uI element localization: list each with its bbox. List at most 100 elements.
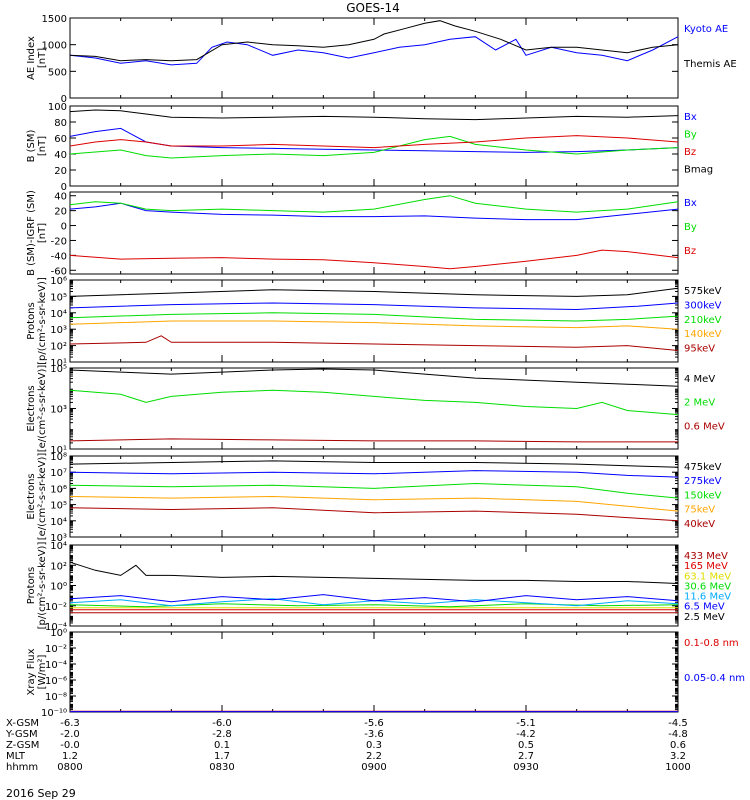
y-axis-label-line: B (SM)-IGRF (SM) <box>26 190 37 276</box>
ephemeris-value: -6.3 <box>60 718 80 729</box>
panel-6: 10³10⁴10⁵10⁶10⁷10⁸Electrons[e/(cm²-s-sr-… <box>26 452 722 544</box>
legend-entry: 0.05-0.4 nm <box>684 673 745 684</box>
y-tick-label: 1500 <box>42 14 67 25</box>
legend-entry: 575keV <box>684 286 722 297</box>
series-line-275kev <box>69 470 679 478</box>
legend-entry: By <box>684 222 697 233</box>
y-tick-label: 10⁴ <box>50 309 67 320</box>
series-line-2-mev <box>69 389 679 416</box>
y-tick-label: 10⁻² <box>45 644 67 655</box>
y-axis-label-line: B (SM) <box>26 129 37 162</box>
panel-7: 10⁻⁴10⁻²10⁰10²10⁴Protons[p/(cm²-s-sr-keV… <box>26 541 731 633</box>
ephemeris-value: 0.5 <box>518 740 534 751</box>
y-axis-label: B (SM)[nT] <box>26 129 48 162</box>
panel-3: -60 -40 -20 0 20 40 B (SM)-IGRF (SM)[nT] Bx By Bz <box>26 190 697 277</box>
panel-frame <box>69 367 679 450</box>
y-axis-label-line: [nT] <box>37 223 48 243</box>
ephemeris-row-label: X-GSM <box>6 718 39 729</box>
legend-entry: 300keV <box>684 300 722 311</box>
ephemeris-value: -2.8 <box>212 729 232 740</box>
legend-entry: Bz <box>684 246 696 257</box>
y-axis-label-line: [e/(cm²-s-sr-keV)] <box>37 453 48 541</box>
ephemeris-value: 0.6 <box>670 740 686 751</box>
ephemeris-value: 0800 <box>57 762 82 773</box>
y-tick-label: 20 <box>54 166 67 177</box>
y-axis-label-line: Protons <box>26 567 37 604</box>
legend-entry: 165 MeV <box>684 561 728 572</box>
legend-entry: 0.1-0.8 nm <box>684 638 739 649</box>
ephemeris-row-label: Y-GSM <box>5 729 38 740</box>
y-axis-label: Protons[p/(cm²-s-sr-keV)] <box>26 277 48 365</box>
legend-entry: 95keV <box>684 344 715 355</box>
y-axis-label-line: Electrons <box>26 473 37 519</box>
y-tick-label: 10³ <box>50 533 67 544</box>
y-axis-label: Protons[p/(cm²-s-sr-keV)] <box>26 542 48 630</box>
ephemeris-value: 0.1 <box>214 740 230 751</box>
series-line-140kev <box>69 320 679 330</box>
ephemeris-value: -3.6 <box>364 729 384 740</box>
legend-entry: 210keV <box>684 315 722 326</box>
panel-1: 0 500 1000 1500 AE Index[nT] Kyoto AE Themis A… <box>26 14 737 105</box>
y-tick-label: 80 <box>54 118 67 129</box>
y-tick-label: 10⁻⁶ <box>45 676 67 687</box>
y-tick-label: -60 <box>51 266 67 277</box>
series-line-by <box>69 195 679 213</box>
series-line-kyoto-ae <box>69 36 679 66</box>
series-line-40kev <box>69 507 679 522</box>
y-axis-label-line: Xray Flux <box>26 648 37 695</box>
y-axis-label-line: [e/(cm²-s-sr-keV)] <box>37 365 48 453</box>
legend-entry: 0.6 MeV <box>684 421 725 432</box>
ephemeris-row-label: hhmm <box>6 762 38 773</box>
y-tick-label: 10⁻¹⁰ <box>41 708 67 719</box>
series-line-4-mev <box>69 368 679 387</box>
y-axis-label-line: [W/m²] <box>37 654 48 689</box>
legend-entry: By <box>684 130 697 141</box>
y-tick-label: 10⁻⁴ <box>45 622 67 633</box>
ephemeris-value: 3.2 <box>670 751 686 762</box>
ephemeris-value: -5.1 <box>516 718 536 729</box>
y-tick-label: 10¹ <box>50 358 67 369</box>
y-axis-label: Electrons[e/(cm²-s-sr-keV)] <box>26 453 48 541</box>
series-line-bmag <box>69 109 679 121</box>
series-line-75kev <box>69 495 679 512</box>
y-tick-label: 40 <box>54 150 67 161</box>
legend-entry: Kyoto AE <box>684 24 728 35</box>
ephemeris-value: -5.6 <box>364 718 384 729</box>
legend-entry: Bx <box>684 198 697 209</box>
y-tick-label: 10⁵ <box>50 292 67 303</box>
series-line-themis-ae <box>69 20 679 62</box>
y-tick-label: 10⁻⁴ <box>45 660 67 671</box>
legend-entry: Bx <box>684 112 697 123</box>
ephemeris-value: 0.3 <box>366 740 382 751</box>
legend-entry: 6.5 MeV <box>684 602 725 613</box>
y-tick-label: 10⁷ <box>50 468 67 479</box>
ephemeris-value: -6.0 <box>212 718 232 729</box>
legend-entry: 30.6 MeV <box>684 581 731 592</box>
series-line-210kev <box>69 312 679 322</box>
panel-frame <box>69 17 679 99</box>
y-axis-label-line: Electrons <box>26 385 37 431</box>
y-tick-label: 0 <box>61 94 67 105</box>
y-axis-label-line: [nT] <box>37 48 48 68</box>
y-tick-label: 10⁴ <box>50 541 67 552</box>
ephemeris-value: -4.8 <box>668 729 688 740</box>
legend-entry: 4 MeV <box>684 374 715 385</box>
ephemeris-row-label: Z-GSM <box>6 740 39 751</box>
series-line-300kev <box>69 302 679 311</box>
y-tick-label: 10³ <box>50 405 67 416</box>
legend-entry: Bz <box>684 147 696 158</box>
y-tick-label: -20 <box>51 236 67 247</box>
legend-entry: 433 MeV <box>684 551 728 562</box>
y-tick-label: 10² <box>50 561 67 572</box>
series-line-bx <box>69 127 679 153</box>
series-line-by <box>69 135 679 159</box>
legend-entry: 40keV <box>684 519 715 530</box>
series-line-2-5-mev <box>69 561 679 584</box>
legend-entry: 63.1 MeV <box>684 571 731 582</box>
y-tick-label: -40 <box>51 251 67 262</box>
legend-entry: 275keV <box>684 476 722 487</box>
series-line-475kev <box>69 460 679 468</box>
y-tick-label: 10⁰ <box>50 582 67 593</box>
series-line-bz <box>69 135 679 149</box>
